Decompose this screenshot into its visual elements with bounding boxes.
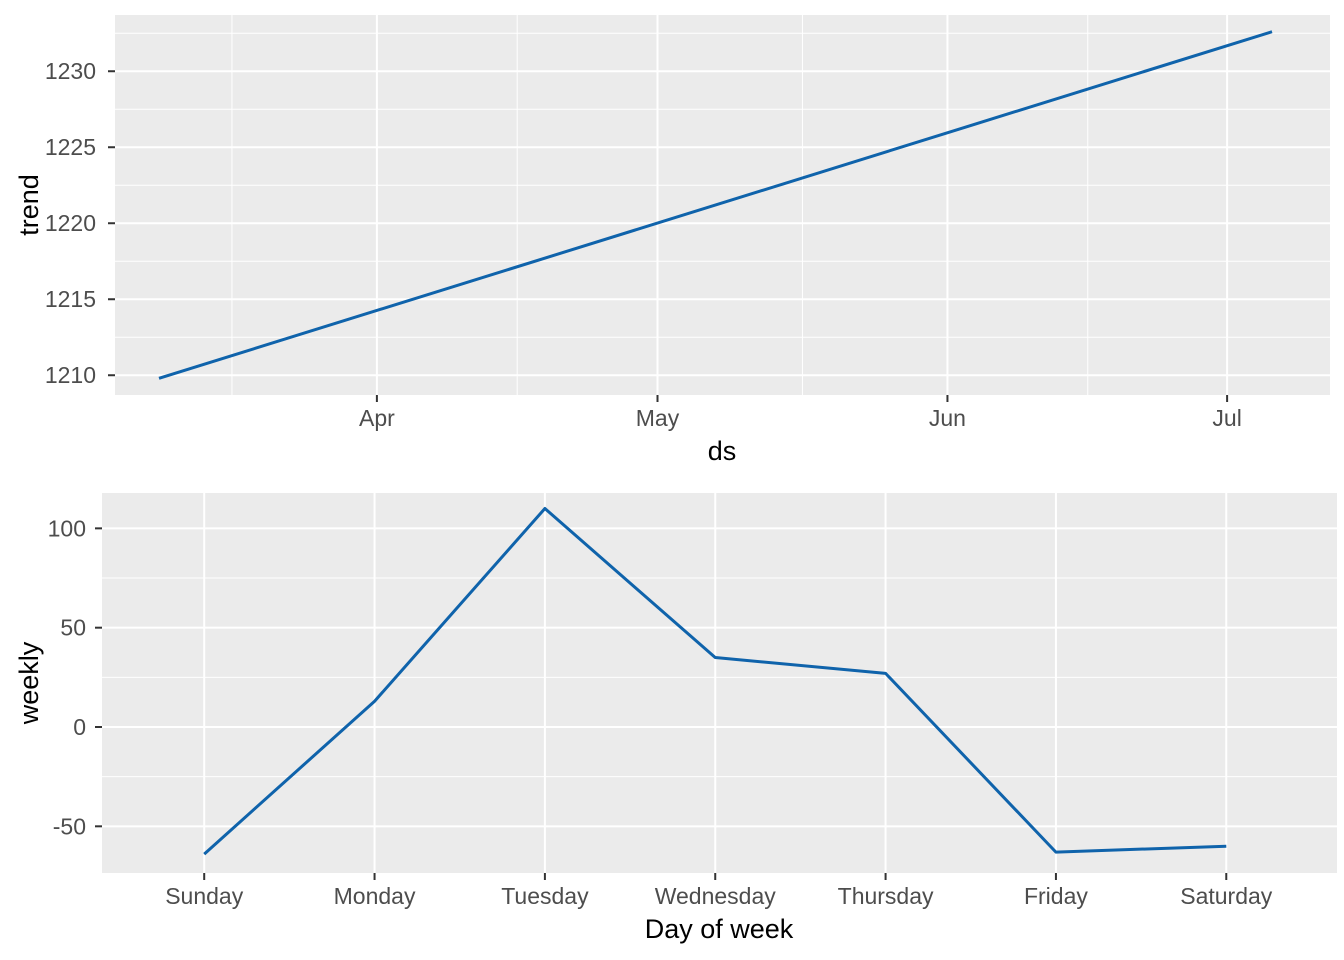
weekly-series-line xyxy=(203,507,1227,856)
trend-y-tick-label: 1210 xyxy=(45,362,96,388)
trend-y-tick-label: 1215 xyxy=(45,286,96,312)
weekly-y-tick-label: 100 xyxy=(48,515,86,541)
trend-y-tick-label: 1225 xyxy=(45,134,96,160)
trend-x-tick-label: May xyxy=(636,405,680,431)
weekly-panel-background xyxy=(102,493,1337,873)
weekly-x-tick-label: Tuesday xyxy=(501,883,589,909)
weekly-x-tick-label: Monday xyxy=(334,883,416,909)
trend-y-tick-label: 1230 xyxy=(45,58,96,84)
trend-series-line xyxy=(158,30,1273,380)
trend-plot-area: Apr May Jun Jul 1210 1215 1220 1225 1230 xyxy=(45,15,1330,431)
weekly-x-tick-label: Sunday xyxy=(165,883,244,909)
trend-y-axis-title: trend xyxy=(14,174,44,236)
trend-x-tick-label: Apr xyxy=(359,405,395,431)
trend-panel-background xyxy=(115,15,1330,395)
trend-chart-svg: Apr May Jun Jul 1210 1215 1220 1225 1230 ds tren… xyxy=(14,15,1330,466)
trend-chart: Apr May Jun Jul 1210 1215 1220 1225 1230 ds tren… xyxy=(0,0,1344,478)
weekly-x-tick-label: Friday xyxy=(1024,883,1088,909)
weekly-y-tick-label: 0 xyxy=(73,714,86,740)
trend-y-tick-label: 1220 xyxy=(45,210,96,236)
weekly-y-tick-label: -50 xyxy=(53,813,86,839)
trend-x-axis-title: ds xyxy=(708,436,737,466)
weekly-x-axis-title: Day of week xyxy=(645,914,794,944)
weekly-chart: Sunday Monday Tuesday Wednesday Thursday Frid… xyxy=(0,478,1344,960)
weekly-x-tick-label: Saturday xyxy=(1180,883,1273,909)
trend-x-tick-label: Jul xyxy=(1212,405,1241,431)
weekly-plot-area: Sunday Monday Tuesday Wednesday Thursday Frid… xyxy=(48,493,1337,909)
weekly-y-tick-label: 50 xyxy=(60,615,86,641)
weekly-y-axis-title: weekly xyxy=(14,641,44,725)
weekly-chart-svg: Sunday Monday Tuesday Wednesday Thursday Frid… xyxy=(14,493,1337,944)
weekly-x-tick-label: Wednesday xyxy=(655,883,777,909)
trend-x-tick-label: Jun xyxy=(929,405,966,431)
weekly-x-tick-label: Thursday xyxy=(838,883,934,909)
